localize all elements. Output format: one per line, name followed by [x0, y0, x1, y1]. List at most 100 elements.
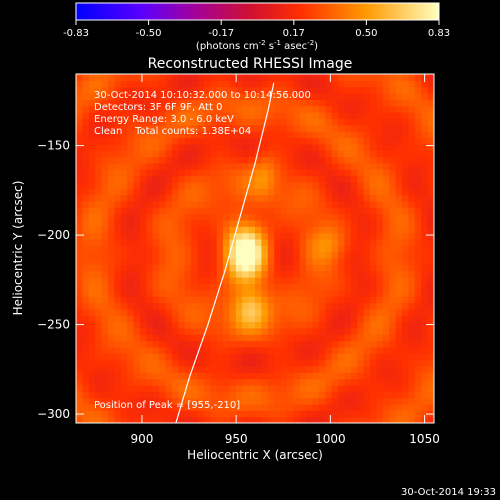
heatmap-cell [402, 238, 410, 246]
heatmap-cell [402, 372, 410, 380]
heatmap-cell [427, 372, 434, 380]
heatmap-cell [107, 162, 115, 170]
heatmap-cell [178, 289, 186, 297]
heatmap-cell [299, 327, 307, 335]
heatmap-cell [101, 384, 109, 392]
heatmap-cell [382, 175, 390, 183]
heatmap-cell [408, 416, 416, 423]
heatmap-cell [389, 86, 397, 94]
heatmap-cell [299, 105, 307, 113]
heatmap-cell [127, 226, 135, 234]
heatmap-cell [395, 302, 403, 310]
heatmap-cell [178, 315, 186, 323]
heatmap-cell [338, 334, 346, 342]
heatmap-cell [299, 118, 307, 126]
heatmap-cell [235, 207, 243, 215]
heatmap-cell [261, 296, 269, 304]
heatmap-cell [389, 359, 397, 367]
heatmap-cell [159, 391, 167, 399]
heatmap-cell [216, 327, 224, 335]
heatmap-cell [101, 131, 109, 139]
heatmap-cell [357, 353, 365, 361]
heatmap-cell [107, 74, 115, 81]
heatmap-cell [171, 112, 179, 120]
heatmap-cell [152, 181, 160, 189]
heatmap-cell [408, 162, 416, 170]
heatmap-cell [261, 156, 269, 164]
heatmap-cell [216, 162, 224, 170]
heatmap-cell [408, 194, 416, 202]
heatmap-cell [389, 403, 397, 411]
heatmap-cell [312, 321, 320, 329]
heatmap-cell [299, 245, 307, 253]
heatmap-cell [344, 264, 352, 272]
heatmap-cell [402, 175, 410, 183]
heatmap-cell [299, 169, 307, 177]
heatmap-cell [127, 334, 135, 342]
heatmap-cell [216, 353, 224, 361]
heatmap-cell [338, 188, 346, 196]
heatmap-cell [101, 175, 109, 183]
heatmap-cell [146, 80, 154, 88]
heatmap-cell [101, 251, 109, 259]
heatmap-cell [133, 327, 141, 335]
heatmap-cell [427, 143, 434, 151]
heatmap-cell [325, 188, 333, 196]
heatmap-cell [370, 403, 378, 411]
heatmap-cell [101, 207, 109, 215]
heatmap-cell [223, 99, 231, 107]
heatmap-cell [203, 403, 211, 411]
heatmap-cell [421, 397, 429, 405]
heatmap-cell [184, 150, 192, 158]
heatmap-cell [184, 365, 192, 373]
heatmap-cell [76, 359, 83, 367]
heatmap-cell [210, 321, 218, 329]
heatmap-cell [389, 181, 397, 189]
heatmap-cell [114, 93, 122, 100]
heatmap-cell [133, 397, 141, 405]
heatmap-cell [235, 124, 243, 132]
heatmap-cell [350, 162, 358, 170]
heatmap-cell [414, 403, 422, 411]
heatmap-cell [191, 188, 199, 196]
heatmap-cell [210, 131, 218, 139]
heatmap-cell [165, 308, 173, 316]
heatmap-cell [127, 150, 135, 158]
heatmap-cell [210, 200, 218, 208]
heatmap-cell [184, 302, 192, 310]
heatmap-cell [421, 213, 429, 221]
heatmap-cell [280, 270, 288, 278]
heatmap-cell [223, 327, 231, 335]
heatmap-cell [133, 74, 141, 81]
heatmap-cell [114, 410, 122, 418]
heatmap-cell [318, 359, 326, 367]
heatmap-cell [306, 156, 314, 164]
heatmap-cell [331, 410, 339, 418]
heatmap-cell [274, 200, 282, 208]
heatmap-cell [120, 365, 128, 373]
heatmap-cell [159, 410, 167, 418]
heatmap-cell [363, 238, 371, 246]
heatmap-cell [274, 124, 282, 132]
heatmap-cell [133, 277, 141, 284]
heatmap-cell [382, 346, 390, 354]
heatmap-cell [223, 372, 231, 380]
heatmap-cell [286, 289, 294, 297]
heatmap-cell [299, 112, 307, 120]
heatmap-cell [165, 143, 173, 151]
annotation-line: 30-Oct-2014 10:10:32.000 to 10:14:56.000 [94, 90, 311, 101]
heatmap-cell [248, 296, 256, 304]
heatmap-cell [146, 340, 154, 348]
heatmap-cell [293, 86, 301, 94]
heatmap-cell [274, 118, 282, 126]
heatmap-cell [427, 74, 434, 81]
heatmap-cell [146, 124, 154, 132]
heatmap-cell [178, 162, 186, 170]
heatmap-cell [338, 264, 346, 272]
heatmap-cell [318, 403, 326, 411]
heatmap-cell [191, 232, 199, 240]
heatmap-cell [152, 175, 160, 183]
heatmap-cell [331, 219, 339, 227]
heatmap-cell [408, 200, 416, 208]
